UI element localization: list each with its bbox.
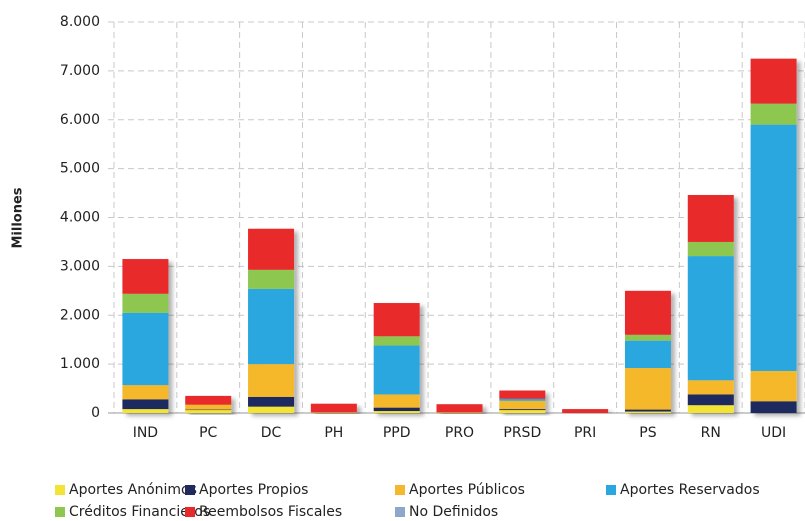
bar-segment (122, 385, 169, 400)
legend-swatch (55, 485, 65, 495)
bar-segment (687, 241, 734, 257)
bar-segment (499, 400, 546, 410)
bar-segment (310, 403, 357, 413)
bar-segment (248, 228, 295, 270)
y-tick-label: 5.000 (60, 161, 100, 177)
bar-segment (248, 406, 295, 413)
legend-swatch (55, 507, 65, 517)
bar-segment (185, 395, 232, 405)
x-tick-label: IND (133, 425, 158, 441)
bar-segment (499, 410, 546, 413)
y-tick-label: 8.000 (60, 14, 100, 30)
bar-segment (436, 404, 483, 413)
bar-segment (122, 312, 169, 386)
bar-stack (624, 290, 671, 413)
x-tick-label: PS (639, 425, 656, 441)
bar-segment (624, 334, 671, 341)
x-tick-label: PRO (445, 425, 474, 441)
bar-segment (750, 103, 797, 125)
x-tick-label: UDI (761, 425, 786, 441)
x-tick-label: PPD (383, 425, 411, 441)
y-tick-label: 7.000 (60, 63, 100, 79)
bar-stack (499, 390, 546, 413)
legend-swatch (395, 507, 405, 517)
bar-segment (373, 407, 420, 412)
bar-segment (122, 409, 169, 413)
bar-segment (750, 124, 797, 371)
bar-stack (750, 58, 797, 413)
bar-segment (624, 340, 671, 369)
x-tick-label: PRSD (503, 425, 541, 441)
bar-stack (436, 404, 483, 413)
bar-segment (624, 409, 671, 412)
bar-segment (499, 398, 546, 401)
legend-label: Aportes Públicos (409, 482, 525, 498)
legend-label: Aportes Anónimos (69, 482, 197, 498)
bar-segment (373, 336, 420, 346)
bar-stack (562, 409, 609, 413)
bar-segment (562, 409, 609, 413)
legend-label: Créditos Financieros (69, 504, 210, 520)
bar-segment (122, 399, 169, 410)
y-tick-label: 2.000 (60, 307, 100, 323)
y-axis-label: Millones (11, 187, 26, 248)
bar-segment (687, 394, 734, 406)
bar-segment (687, 405, 734, 413)
bar-stack (248, 228, 295, 413)
y-tick-label: 3.000 (60, 258, 100, 274)
x-tick-label: DC (261, 425, 282, 441)
bar-segment (248, 288, 295, 365)
bar-segment (750, 370, 797, 402)
bar-segment (248, 396, 295, 407)
bar-stack (373, 303, 420, 413)
legend-swatch (606, 485, 616, 495)
bar-segment (373, 303, 420, 337)
legend-label: Aportes Propios (199, 482, 308, 498)
bar-segment (499, 390, 546, 399)
x-tick-label: PRI (574, 425, 596, 441)
bar-segment (373, 345, 420, 395)
y-tick-label: 0 (91, 405, 100, 421)
legend-label: Reembolsos Fiscales (199, 504, 342, 520)
bar-segment (750, 401, 797, 413)
bar-segment (122, 293, 169, 313)
bar-segment (687, 195, 734, 242)
bar-segment (248, 269, 295, 289)
bar-stack (185, 395, 232, 413)
bar-segment (185, 404, 232, 410)
bar-segment (248, 364, 295, 397)
bar-stack (310, 403, 357, 413)
bar-stack (122, 259, 169, 413)
bar-segment (185, 410, 232, 413)
bar-segment (624, 290, 671, 335)
x-tick-label: RN (701, 425, 721, 441)
legend-label: No Definidos (409, 504, 498, 520)
bar-segment (624, 368, 671, 410)
y-tick-label: 6.000 (60, 112, 100, 128)
bar-segment (122, 259, 169, 294)
x-tick-label: PC (199, 425, 217, 441)
bar-stack (687, 195, 734, 413)
y-tick-label: 1.000 (60, 356, 100, 372)
x-tick-label: PH (324, 425, 343, 441)
legend-label: Aportes Reservados (620, 482, 760, 498)
legend-swatch (185, 485, 195, 495)
bar-segment (373, 411, 420, 413)
legend-swatch (185, 507, 195, 517)
bar-segment (624, 411, 671, 413)
bar-segment (750, 58, 797, 104)
bar-segment (687, 256, 734, 381)
bar-segment (687, 380, 734, 395)
bar-segment (373, 394, 420, 408)
bar-segment (499, 409, 546, 411)
y-tick-label: 4.000 (60, 210, 100, 226)
legend-swatch (395, 485, 405, 495)
